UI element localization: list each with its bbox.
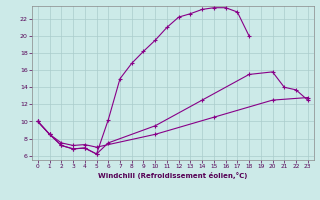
X-axis label: Windchill (Refroidissement éolien,°C): Windchill (Refroidissement éolien,°C): [98, 172, 247, 179]
